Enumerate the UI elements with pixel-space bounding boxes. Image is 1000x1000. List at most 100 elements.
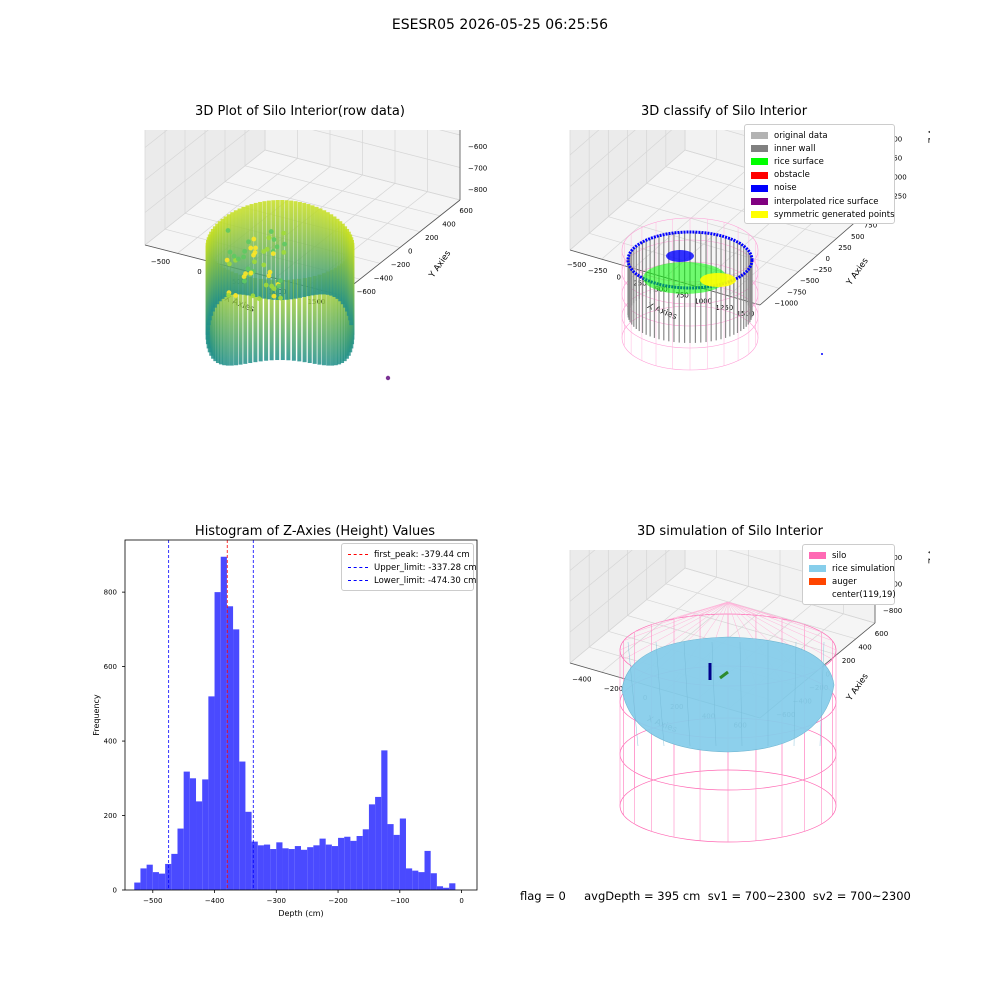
y-axis-label: Y Axies [844,256,871,288]
x-tick-label: −250 [588,267,607,275]
raw-point-column [318,208,322,294]
y-tick-label: −400 [374,275,393,283]
legend-label: auger [832,577,857,587]
x-tick-label: 1000 [694,298,712,306]
legend-swatch [751,145,768,152]
histogram-bar [282,848,288,890]
panel1-title: 3D Plot of Silo Interior(row data) [150,104,450,119]
y-tick-label: 0 [408,248,412,256]
histogram-bar [350,841,356,890]
raw-point-column [306,204,310,296]
histogram-chart[interactable]: −500 −400 −300 −200 −100 0 0 200 400 600 800 Depth … [80,535,500,920]
raw-point [272,237,277,242]
raw-point [272,294,277,299]
histogram-bar [344,837,350,890]
histogram-bar [320,839,326,890]
histogram-bar [338,838,344,890]
legend-swatch [751,198,768,205]
raw-point [251,237,256,242]
raw-point [269,229,274,234]
x-tick-label: −400 [205,897,224,905]
z-tick-label: −800 [883,607,902,615]
raw-point-column [298,202,302,298]
histogram-bar [418,872,424,890]
y-tick-label: −750 [787,288,806,296]
raw-point-column [289,201,293,300]
histogram-bar [387,824,393,890]
x-tick-label: 0 [617,273,621,281]
raw-point [249,270,254,275]
raw-point-column [285,200,289,300]
histogram-legend: first_peak: -379.44 cm Upper_limit: -337.… [341,543,474,591]
legend-line-sample [348,554,368,555]
raw-point [226,293,231,298]
raw-point [243,271,248,276]
y-tick-label: 400 [104,738,117,746]
legend-swatch [751,172,768,179]
histogram-bar [177,829,183,890]
raw-point-column [294,201,298,298]
symmetric-points-patch [700,273,736,287]
legend-item: interpolated rice surface [751,195,888,208]
raw-point [265,247,270,252]
legend-swatch [809,565,826,572]
histogram-bar [449,883,455,890]
panel2-title: 3D classify of Silo Interior [574,104,874,119]
y-tick-label: 800 [104,589,117,597]
raw-point [278,278,283,283]
x-axis-label: Depth (cm) [278,909,323,918]
legend-label: rice surface [774,157,824,167]
y-tick-label: 600 [104,663,117,671]
z-axis-label: Z Axies (Depth) [928,130,930,143]
y-tick-label: 600 [875,630,888,638]
histogram-bar [134,883,140,890]
legend-item: Lower_limit: -474.30 cm [348,574,467,587]
legend-label: noise [774,183,797,193]
x-tick-label: 1250 [715,304,733,312]
legend-label: silo [832,551,846,561]
raw-point [227,262,232,267]
histogram-bar [394,835,400,890]
x-tick-label: −100 [390,897,409,905]
raw-point [242,279,247,284]
histogram-bar [221,557,227,890]
raw-point [241,255,246,260]
raw-point [261,263,266,268]
histogram-bar [233,629,239,890]
raw-point [253,246,258,251]
legend-label: interpolated rice surface [774,197,879,207]
legend-line-sample [348,580,368,581]
legend-item: center(119,19) [809,589,888,602]
legend-item: rice surface [751,155,888,168]
raw-point [253,250,258,255]
histogram-bar [208,696,214,890]
histogram-bar [153,872,159,890]
histogram-bar [270,849,276,890]
legend-swatch [751,185,768,192]
x-tick-label: −400 [572,676,591,684]
x-tick-label: −300 [267,897,286,905]
z-axis-label: Z Axies (Depth) [928,550,930,564]
y-tick-label: 200 [425,234,438,242]
histogram-bar [375,797,381,890]
raw-point [252,259,257,264]
histogram-bar [190,778,196,890]
y-axis-label: Y Axies [427,248,454,280]
legend-item: obstacle [751,169,888,182]
histogram-bar [295,846,301,890]
raw-point [271,251,276,256]
histogram-bar [140,868,146,890]
histogram-bar [276,842,282,890]
y-tick-label: −250 [813,266,832,274]
legend-item: noise [751,182,888,195]
y-tick-label: 600 [459,207,472,215]
panel1-3d-scatter[interactable]: −500050010001500−600−400−20002004006000−… [130,130,500,470]
legend-label: rice simulation [832,564,895,574]
legend-swatch [809,592,826,599]
histogram-bar [357,836,363,890]
raw-point-column [302,203,306,297]
status-footer: flag = 0 avgDepth = 395 cm sv1 = 700~230… [520,889,911,903]
legend-swatch [751,211,768,218]
raw-point [281,250,286,255]
histogram-bar [400,819,406,890]
